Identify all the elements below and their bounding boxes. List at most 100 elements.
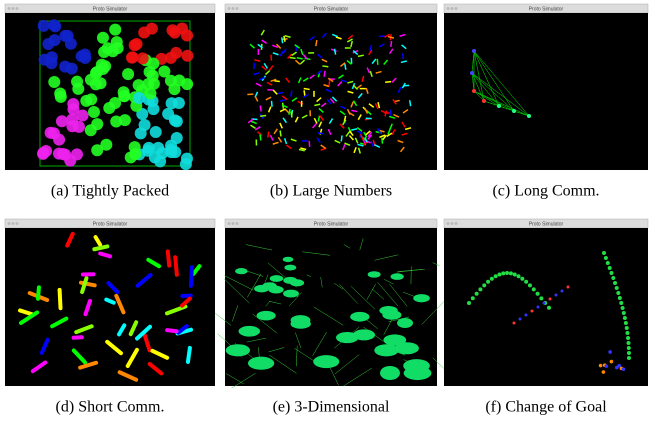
device <box>71 148 83 160</box>
device <box>48 127 60 139</box>
device <box>46 51 58 63</box>
device <box>613 281 617 285</box>
panel: Proto Simulator(f) Change of Goal <box>444 219 648 416</box>
device <box>599 364 603 368</box>
device <box>97 32 109 44</box>
device <box>467 301 471 305</box>
device-trail <box>290 57 296 58</box>
window-title: Proto Simulator <box>93 221 128 227</box>
device <box>40 145 52 157</box>
device <box>147 70 159 82</box>
device <box>270 275 284 282</box>
window-title: Proto Simulator <box>529 6 564 12</box>
caption: (c) Long Comm. <box>492 183 599 200</box>
device-trail <box>260 135 261 141</box>
device <box>118 86 130 98</box>
device <box>619 301 623 305</box>
device <box>181 78 193 90</box>
device <box>368 271 381 277</box>
device <box>165 75 177 87</box>
device-trail <box>335 49 336 55</box>
device <box>383 334 406 345</box>
device <box>142 145 154 157</box>
device <box>471 296 475 300</box>
device <box>527 114 531 118</box>
device-trail <box>268 132 269 138</box>
window-button <box>455 222 458 225</box>
device-trail <box>391 41 392 47</box>
device <box>472 89 476 93</box>
device-trail <box>280 131 281 137</box>
device <box>413 294 430 302</box>
device <box>170 47 182 59</box>
device <box>291 319 311 329</box>
device <box>618 296 622 300</box>
device <box>169 114 181 126</box>
caption: (d) Short Comm. <box>56 399 165 416</box>
device-chain <box>94 246 107 249</box>
device <box>627 346 631 350</box>
device <box>555 294 558 297</box>
caption: (e) 3-Dimensional <box>273 399 390 416</box>
device <box>490 277 494 281</box>
device-trail <box>304 90 305 96</box>
device-chain <box>38 287 39 298</box>
device-chain <box>188 348 190 362</box>
device <box>391 273 404 280</box>
device <box>497 104 501 108</box>
device-chain <box>175 257 177 275</box>
device-chain <box>60 290 61 308</box>
device <box>610 271 614 275</box>
device-chain <box>100 254 110 257</box>
device <box>470 71 474 75</box>
device <box>547 306 551 310</box>
device-trail <box>382 138 383 144</box>
device <box>605 364 609 368</box>
window-button <box>455 7 458 10</box>
device <box>536 292 540 296</box>
device <box>625 331 629 335</box>
device <box>353 329 375 340</box>
device-trail <box>282 37 283 43</box>
device <box>482 99 486 103</box>
window-button <box>16 7 19 10</box>
device <box>181 30 193 42</box>
device <box>72 83 84 95</box>
device <box>513 272 517 276</box>
device <box>524 280 528 284</box>
window-button <box>236 222 239 225</box>
device-trail <box>385 82 391 83</box>
caption: (f) Change of Goal <box>485 399 607 416</box>
device <box>111 36 123 48</box>
panel: Proto Simulator (e) 3-Dimensional <box>215 219 455 416</box>
device <box>257 311 276 321</box>
device-trail <box>345 64 346 70</box>
device-trail <box>291 91 292 97</box>
device <box>62 30 74 42</box>
device <box>520 277 524 281</box>
device <box>497 272 501 276</box>
panel: Proto Simulator (d) Short Comm. <box>5 219 215 416</box>
device <box>133 92 145 104</box>
device-trail <box>272 101 273 107</box>
device <box>627 351 631 355</box>
device <box>48 76 60 88</box>
device <box>226 344 250 356</box>
panel: Proto Simulator(a) Tightly Packed <box>5 4 215 200</box>
device <box>283 290 299 298</box>
device <box>528 283 532 287</box>
window-button <box>16 222 19 225</box>
device <box>80 95 92 107</box>
device <box>235 268 247 274</box>
window-button <box>232 222 235 225</box>
device <box>95 77 107 89</box>
window-title: Proto Simulator <box>314 221 349 227</box>
window-button <box>8 222 11 225</box>
device <box>403 359 430 372</box>
device <box>501 271 505 275</box>
window-title: Proto Simulator <box>93 6 128 12</box>
device <box>146 23 158 35</box>
device <box>91 118 103 130</box>
device <box>129 141 141 153</box>
device-trail <box>260 115 266 116</box>
